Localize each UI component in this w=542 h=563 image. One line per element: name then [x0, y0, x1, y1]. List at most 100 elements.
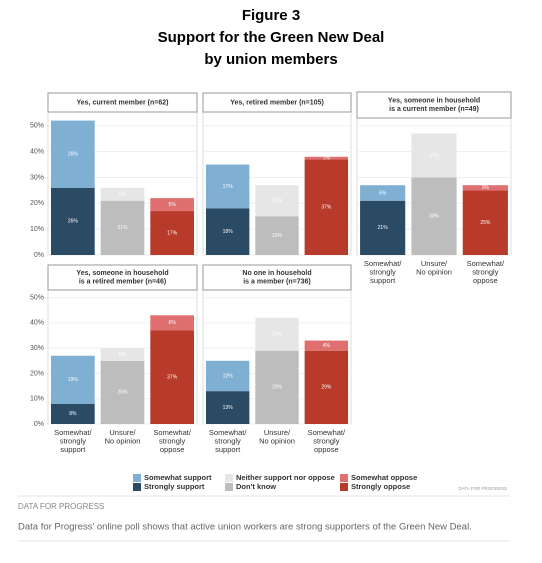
bar-segment [411, 177, 457, 255]
data-label: 12% [223, 373, 234, 379]
figure-title: Figure 3 [242, 7, 300, 24]
panel-title: is a member (n=736) [243, 279, 311, 286]
bar-segment [205, 391, 250, 424]
bar-segment [462, 185, 508, 191]
legend-label: Neither support nor oppose [236, 473, 335, 482]
data-label: 6% [169, 320, 177, 326]
bar-segment [50, 355, 95, 404]
y-tick-label: 30% [30, 345, 44, 352]
source: DATA FOR PROGRESS [18, 502, 104, 511]
legend-label: Somewhat support [144, 473, 212, 482]
x-tick-label: No opinion [259, 436, 295, 445]
legend-label: Strongly support [144, 482, 205, 491]
panel-title: Yes, someone in household [388, 98, 480, 105]
y-tick-label: 40% [30, 320, 44, 327]
y-tick-label: 40% [30, 148, 44, 155]
bar-segment [50, 403, 95, 424]
panel-title: Yes, someone in household [76, 270, 168, 277]
bar-segment [150, 198, 195, 212]
x-tick-label: No opinion [105, 436, 141, 445]
legend-swatch [225, 474, 233, 482]
data-label: 17% [223, 184, 234, 190]
y-tick-label: 0% [34, 252, 44, 259]
data-label: 15% [272, 233, 283, 239]
data-label: 18% [223, 229, 234, 235]
data-label: 19% [68, 377, 79, 383]
bar-segment [100, 360, 145, 424]
data-label: 17% [429, 153, 440, 159]
data-label: 8% [69, 411, 77, 417]
y-tick-label: 50% [30, 123, 44, 130]
bar-segment [50, 187, 95, 255]
x-tick-label: Somewhat/ [153, 428, 191, 437]
data-label: 17% [167, 230, 178, 236]
data-label: 26% [68, 219, 79, 225]
y-tick-label: 0% [34, 421, 44, 428]
data-label: 5% [119, 352, 127, 358]
data-label: 29% [272, 385, 283, 391]
data-label: 37% [167, 375, 178, 381]
legend-swatch [133, 483, 141, 491]
data-label: 5% [119, 192, 127, 198]
bar-segment [255, 350, 299, 424]
data-label: 13% [272, 332, 283, 338]
bar-segment [150, 211, 195, 255]
bar-segment [304, 350, 349, 424]
data-label: 13% [223, 405, 234, 411]
caption: Data for Progress' online poll shows tha… [18, 522, 472, 533]
y-tick-label: 20% [30, 200, 44, 207]
y-tick-label: 30% [30, 174, 44, 181]
legend-swatch [340, 474, 348, 482]
watermark: DATA FOR PROGRESS [458, 486, 507, 491]
x-tick-label: support [370, 276, 396, 285]
data-label: 2% [482, 185, 490, 191]
x-tick-label: oppose [473, 276, 498, 285]
data-label: 37% [321, 205, 332, 211]
x-tick-label: No opinion [416, 267, 452, 276]
x-tick-label: strongly [60, 436, 87, 445]
legend-swatch [133, 474, 141, 482]
data-label: 29% [321, 385, 332, 391]
x-tick-label: support [215, 445, 241, 454]
data-label: 21% [117, 225, 128, 231]
bar-segment [255, 185, 299, 217]
y-tick-label: 50% [30, 294, 44, 301]
bar-segment [205, 208, 250, 255]
bar-segment [255, 216, 299, 255]
legend-label: Somewhat oppose [351, 473, 417, 482]
data-label: 25% [480, 220, 491, 226]
data-label: 21% [378, 225, 389, 231]
x-tick-label: Somewhat/ [364, 259, 402, 268]
panel-header [47, 264, 198, 291]
bar-segment [255, 317, 299, 351]
x-tick-label: strongly [313, 436, 340, 445]
panel-header [356, 91, 512, 119]
bar-segment [205, 164, 250, 209]
legend-swatch [225, 483, 233, 491]
bar-segment [411, 133, 457, 178]
x-tick-label: strongly [215, 436, 242, 445]
bar-segment [100, 187, 145, 201]
data-label: 26% [68, 152, 79, 158]
bar-segment [50, 120, 95, 188]
bar-segment [150, 315, 195, 331]
data-label: 25% [117, 390, 128, 396]
y-tick-label: 20% [30, 370, 44, 377]
data-label: 5% [169, 202, 177, 208]
panel-title: Yes, retired member (n=105) [230, 99, 324, 106]
x-tick-label: strongly [159, 436, 186, 445]
panel-title: No one in household [242, 270, 311, 277]
bar-segment [304, 340, 349, 351]
x-tick-label: Somewhat/ [467, 259, 505, 268]
data-label: 12% [272, 198, 283, 204]
panel-title: is a retired member (n=46) [79, 279, 166, 286]
bar-segment [100, 200, 145, 255]
figure-title: Support for the Green New Deal [158, 29, 385, 46]
y-tick-label: 10% [30, 396, 44, 403]
x-tick-label: Unsure/ [109, 428, 136, 437]
x-tick-label: Unsure/ [264, 428, 291, 437]
panel-title: Yes, current member (n=62) [76, 99, 168, 106]
legend-swatch [340, 483, 348, 491]
bar-segment [360, 185, 406, 201]
